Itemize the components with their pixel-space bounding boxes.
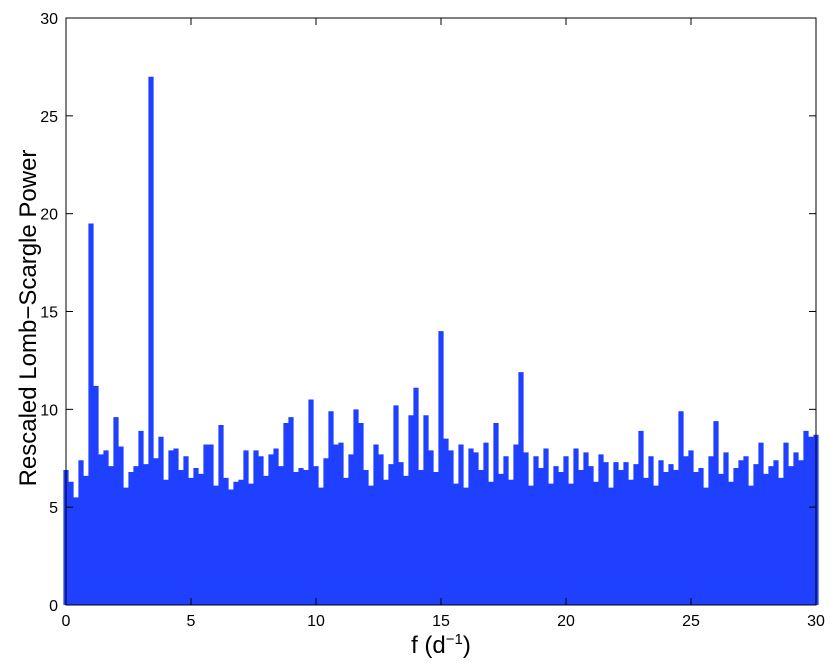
x-label-end: ) [463, 632, 471, 659]
x-tick-label: 10 [307, 613, 325, 630]
y-tick-label: 20 [40, 207, 58, 224]
x-tick-label: 25 [682, 613, 700, 630]
y-tick-label: 15 [40, 305, 58, 322]
x-label-sup: −1 [446, 631, 463, 648]
x-tick-label: 30 [807, 613, 825, 630]
x-tick-label: 5 [187, 613, 196, 630]
x-label-base: f (d [411, 632, 446, 659]
x-tick-label: 20 [557, 613, 575, 630]
y-tick-label: 10 [40, 402, 58, 419]
y-tick-label: 30 [40, 11, 58, 28]
y-tick-label: 0 [49, 598, 58, 615]
y-axis-label: Rescaled Lomb−Scargle Power [15, 150, 42, 487]
x-axis-label: f (d−1) [411, 631, 471, 659]
x-tick-label: 0 [62, 613, 71, 630]
x-tick-label: 15 [432, 613, 450, 630]
y-tick-label: 25 [40, 109, 58, 126]
y-tick-label: 5 [49, 500, 58, 517]
